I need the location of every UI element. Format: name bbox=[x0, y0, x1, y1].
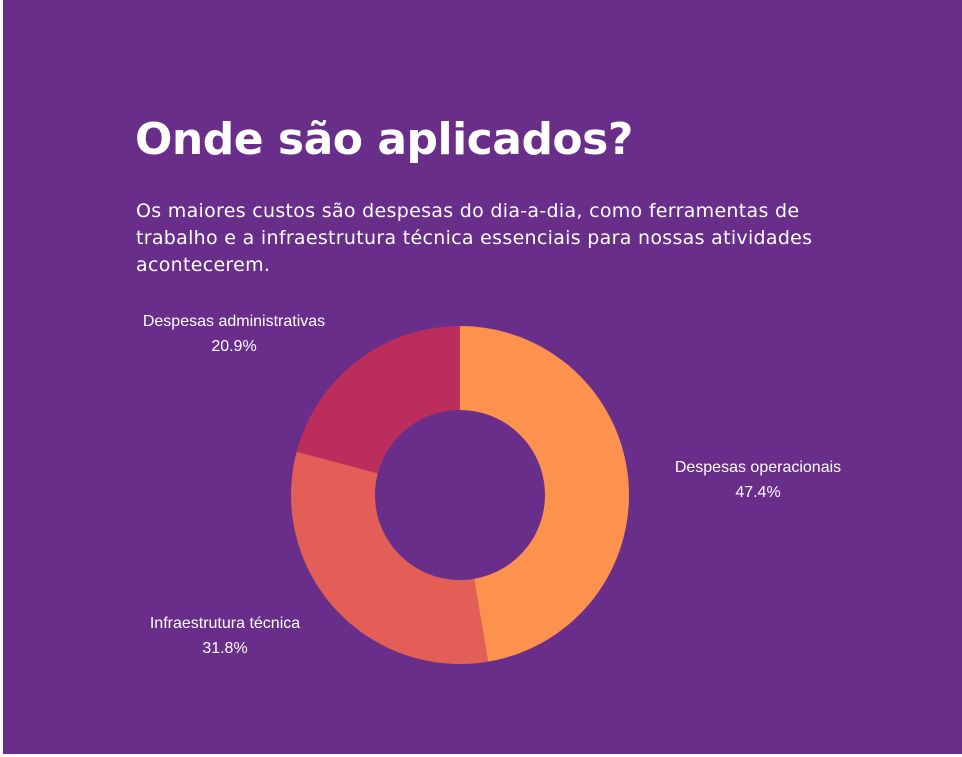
slice-label: Despesas operacionais bbox=[675, 459, 841, 476]
slice-value-label: 47.4% bbox=[735, 484, 780, 501]
slice-value-label: 31.8% bbox=[202, 640, 247, 657]
slice-infraestrutura-t-cnica bbox=[290, 451, 488, 664]
slice-label: Despesas administrativas bbox=[143, 313, 325, 330]
slice-despesas-administrativas bbox=[296, 326, 460, 474]
slice-despesas-operacionais bbox=[460, 326, 630, 662]
slice-value-label: 20.9% bbox=[211, 338, 256, 355]
chart-slices bbox=[290, 326, 630, 664]
page-subtitle: Os maiores custos são despesas do dia-a-… bbox=[136, 200, 813, 276]
chart-labels: Despesas operacionais 47.4% Infraestrutura… bbox=[143, 313, 841, 657]
page-title: Onde são aplicados? bbox=[135, 114, 633, 165]
slice-label: Infraestrutura técnica bbox=[150, 615, 300, 632]
